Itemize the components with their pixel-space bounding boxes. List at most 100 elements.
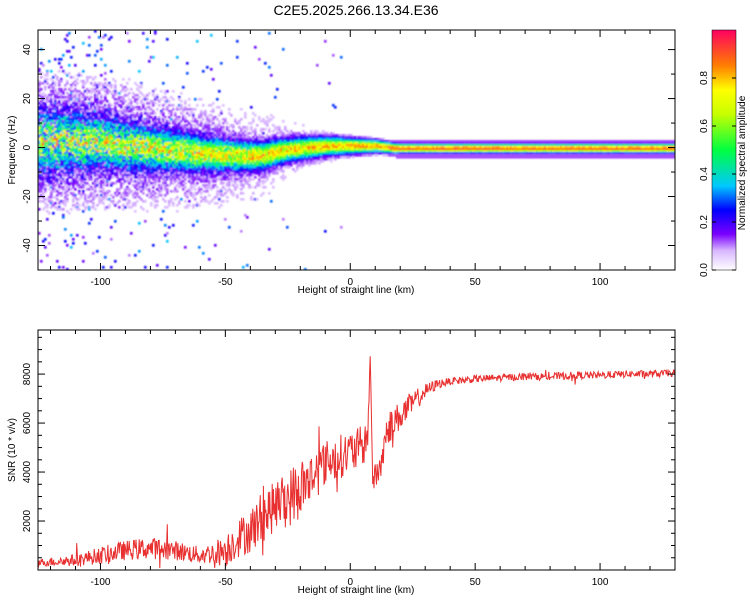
heatmap-cell xyxy=(154,176,157,179)
heatmap-cell xyxy=(210,134,213,137)
heatmap-cell xyxy=(232,170,235,173)
heatmap-cell xyxy=(88,144,91,147)
heatmap-cell xyxy=(90,96,93,99)
heatmap-cell xyxy=(216,142,219,145)
heatmap-cell xyxy=(178,96,181,99)
heatmap-cell xyxy=(254,132,257,135)
heatmap-cell xyxy=(118,126,121,129)
heatmap-cell xyxy=(48,180,51,183)
heatmap-cell xyxy=(106,108,109,111)
heatmap-cell xyxy=(44,152,47,155)
heatmap-cell xyxy=(150,146,153,149)
heatmap-cell xyxy=(154,156,157,159)
heatmap-cell xyxy=(52,166,55,169)
heatmap-cell xyxy=(50,180,53,183)
heatmap-cell xyxy=(164,128,167,131)
heatmap-cell xyxy=(58,122,61,125)
heatmap-cell xyxy=(190,186,193,189)
heatmap-cell xyxy=(68,168,71,171)
heatmap-cell xyxy=(60,154,63,157)
heatmap-cell xyxy=(98,170,101,173)
heatmap-cell xyxy=(128,174,131,177)
heatmap-cell xyxy=(204,176,207,179)
heatmap-cell xyxy=(182,108,185,111)
heatmap-cell xyxy=(142,184,145,187)
heatmap-cell xyxy=(196,204,199,207)
heatmap-cell xyxy=(124,116,127,119)
heatmap-cell xyxy=(188,172,191,175)
heatmap-cell xyxy=(46,116,49,119)
heatmap-cell xyxy=(50,196,53,199)
heatmap-cell xyxy=(216,160,219,163)
heatmap-cell xyxy=(64,204,67,207)
heatmap-cell xyxy=(68,124,71,127)
heatmap-cell xyxy=(200,160,203,163)
heatmap-cell xyxy=(270,170,273,173)
heatmap-cell xyxy=(60,156,63,159)
heatmap-cell xyxy=(50,90,53,93)
heatmap-cell xyxy=(66,144,69,147)
heatmap-cell xyxy=(74,174,77,177)
heatmap-cell xyxy=(156,200,159,203)
heatmap-cell xyxy=(224,134,227,137)
heatmap-cell xyxy=(246,158,249,161)
heatmap-cell xyxy=(172,150,175,153)
heatmap-cell xyxy=(154,122,157,125)
heatmap-cell xyxy=(52,142,55,145)
heatmap-cell xyxy=(156,142,159,145)
heatmap-cell xyxy=(70,140,73,143)
heatmap-cell xyxy=(112,164,115,167)
heatmap-cell xyxy=(240,198,243,201)
heatmap-cell xyxy=(106,84,109,87)
heatmap-cell xyxy=(120,140,123,143)
heatmap-cell xyxy=(204,122,207,125)
heatmap-cell xyxy=(58,154,61,157)
heatmap-cell xyxy=(42,128,45,131)
heatmap-cell xyxy=(216,166,219,169)
heatmap-cell xyxy=(66,120,69,123)
heatmap-cell xyxy=(194,150,197,153)
heatmap-cell xyxy=(250,172,253,175)
heatmap-cell xyxy=(188,122,191,125)
heatmap-cell xyxy=(98,110,101,113)
heatmap-cell xyxy=(238,142,241,145)
heatmap-cell xyxy=(238,122,241,125)
heatmap-cell xyxy=(200,146,203,149)
heatmap-cell xyxy=(174,170,177,173)
heatmap-cell xyxy=(242,154,245,157)
heatmap-cell xyxy=(114,174,117,177)
heatmap-cell xyxy=(184,124,187,127)
heatmap-cell xyxy=(222,176,225,179)
heatmap-cell xyxy=(162,96,165,99)
heatmap-cell xyxy=(132,162,135,165)
heatmap-cell xyxy=(98,196,101,199)
heatmap-cell xyxy=(272,180,275,183)
heatmap-cell xyxy=(156,160,159,163)
heatmap-cell xyxy=(132,172,135,175)
heatmap-cell xyxy=(92,146,95,149)
heatmap-cell xyxy=(202,158,205,161)
heatmap-cell xyxy=(40,88,43,91)
heatmap-cell xyxy=(218,156,221,159)
heatmap-cell xyxy=(160,140,163,143)
heatmap-cell xyxy=(70,126,73,129)
heatmap-cell xyxy=(178,178,181,181)
heatmap-cell xyxy=(56,122,59,125)
heatmap-cell xyxy=(134,120,137,123)
heatmap-cell xyxy=(148,138,151,141)
heatmap-cell xyxy=(264,176,267,179)
heatmap-cell xyxy=(58,172,61,175)
heatmap-cell xyxy=(102,144,105,147)
heatmap-cell xyxy=(140,158,143,161)
heatmap-cell xyxy=(224,192,227,195)
heatmap-cell xyxy=(100,148,103,151)
heatmap-cell xyxy=(120,132,123,135)
heatmap-cell xyxy=(86,160,89,163)
heatmap-cell xyxy=(238,134,241,137)
heatmap-cell xyxy=(202,118,205,121)
heatmap-cell xyxy=(56,134,59,137)
heatmap-cell xyxy=(160,194,163,197)
heatmap-cell xyxy=(236,56,239,59)
heatmap-cell xyxy=(100,124,103,127)
heatmap-cell xyxy=(246,148,249,151)
